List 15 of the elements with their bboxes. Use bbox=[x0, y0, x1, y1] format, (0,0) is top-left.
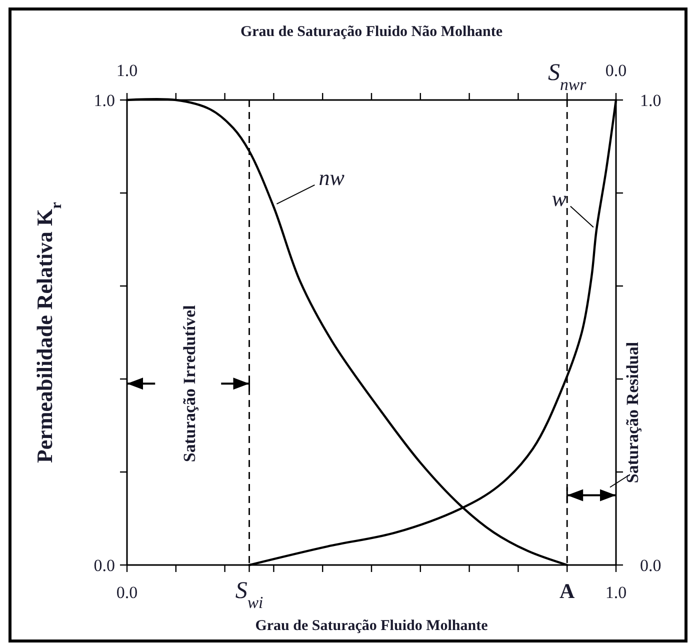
annotation: Saturação Residual bbox=[623, 342, 642, 484]
annotation: Saturação Irredutível bbox=[180, 304, 200, 462]
text: nw bbox=[318, 164, 345, 190]
x2-tick-label: 0.0 bbox=[605, 61, 627, 80]
x2-axis-title: Grau de Saturação Fluido Não Molhante bbox=[240, 24, 503, 40]
series-label: w bbox=[552, 186, 567, 212]
x-tick-label: 1.0 bbox=[605, 583, 627, 602]
x-tick-label: A bbox=[560, 579, 576, 603]
x-axis-title: Grau de Saturação Fluido Molhante bbox=[255, 618, 488, 634]
y2-tick-label: 0.0 bbox=[640, 556, 662, 575]
y2-tick-label: 1.0 bbox=[640, 91, 662, 110]
x-tick-label: 0.0 bbox=[116, 583, 138, 602]
x2-tick-label: S$_{nwr}$ bbox=[548, 60, 587, 94]
x2-tick-label: 1.0 bbox=[116, 61, 138, 80]
x-tick-label: S$_{wi}$ bbox=[235, 578, 264, 612]
